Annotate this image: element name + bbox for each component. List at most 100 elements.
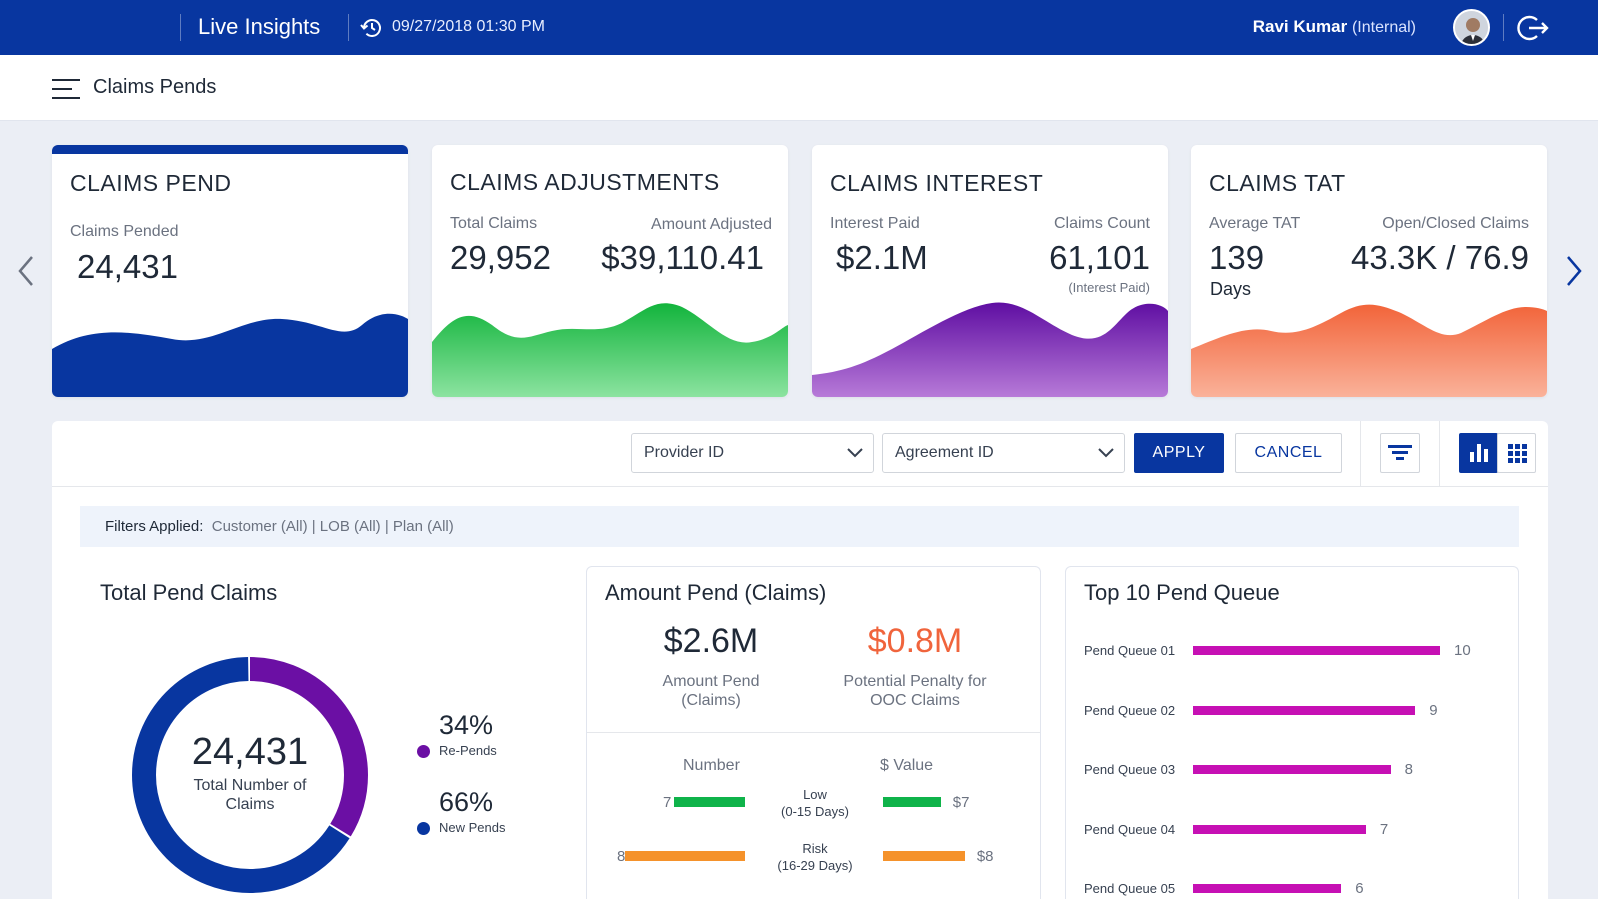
filter-icon <box>1388 445 1412 460</box>
filters-label: Filters Applied: <box>105 518 204 535</box>
queue-value: 7 <box>1379 820 1389 838</box>
queue-label: Pend Queue 03 <box>1084 762 1176 777</box>
kpi-wave <box>1191 304 1547 397</box>
chevron-left-icon[interactable] <box>14 253 38 289</box>
history-icon[interactable] <box>360 16 384 40</box>
provider-id-select[interactable]: Provider ID <box>631 433 874 473</box>
kpi-title: CLAIMS INTEREST <box>830 170 1044 196</box>
kpi-wave <box>52 313 408 397</box>
row-category-name: Low <box>803 787 827 802</box>
last-updated-datetime: 09/27/2018 01:30 PM <box>392 18 546 35</box>
kpi-label: Claims Pended <box>70 223 179 240</box>
row-number: 8 <box>617 848 626 865</box>
number-bar <box>673 797 745 807</box>
penalty-value: $0.8M <box>867 622 963 660</box>
value-bar <box>883 797 941 807</box>
top-pend-queue-card <box>1065 566 1519 899</box>
provider-id-placeholder: Provider ID <box>644 444 725 461</box>
amount-pend-value: $2.6M <box>663 622 759 660</box>
row-category-range: (16-29 Days) <box>777 858 853 873</box>
row-number: 7 <box>663 794 672 811</box>
section-title: Amount Pend (Claims) <box>605 580 827 605</box>
kpi-card-claims-pend[interactable]: CLAIMS PEND Claims Pended 24,431 <box>52 145 408 397</box>
queue-bar <box>1193 705 1416 715</box>
kpi-value: 43.3K / 76.9 <box>1351 239 1529 276</box>
queue-value: 6 <box>1355 880 1364 897</box>
kpi-title: CLAIMS TAT <box>1209 170 1346 196</box>
number-bar <box>625 851 745 861</box>
row-category-name: Risk <box>802 841 828 856</box>
chevron-down-icon <box>1098 448 1114 458</box>
queue-label: Pend Queue 02 <box>1084 702 1176 718</box>
user-name: Ravi Kumar (Internal) <box>1253 17 1416 37</box>
legend-dot <box>417 745 430 758</box>
divider <box>348 14 349 41</box>
bar-chart-icon <box>1470 444 1488 462</box>
kpi-card-claims-interest[interactable]: CLAIMS INTEREST Interest Paid $2.1M Clai… <box>812 145 1168 397</box>
value-bar <box>883 851 965 861</box>
app-title: Live Insights <box>198 14 321 39</box>
queue-bar <box>1193 765 1391 774</box>
chevron-down-icon <box>847 448 863 458</box>
kpi-label: Average TAT <box>1209 215 1301 232</box>
kpi-title: CLAIMS PEND <box>70 170 232 196</box>
filters-value: Customer (All) | LOB (All) | Plan (All) <box>211 518 454 535</box>
kpi-value: 29,952 <box>450 239 551 276</box>
kpi-wave <box>812 302 1168 397</box>
filters-applied-bar: Filters Applied: Customer (All) | LOB (A… <box>80 506 1519 547</box>
grid-view-toggle[interactable] <box>1497 433 1536 473</box>
kpi-unit: Days <box>1210 279 1252 299</box>
chevron-right-icon[interactable] <box>1562 253 1586 289</box>
grid-icon <box>1508 444 1527 463</box>
avatar[interactable] <box>1453 9 1490 46</box>
divider <box>52 486 1548 487</box>
kpi-label: Interest Paid <box>830 215 920 232</box>
penalty-label: Potential Penalty for OOC Claims <box>843 673 987 709</box>
kpi-value: $2.1M <box>836 239 928 276</box>
row-value: $8 <box>976 848 994 865</box>
apply-button[interactable]: APPLY <box>1134 433 1224 473</box>
hamburger-menu-icon[interactable] <box>52 79 80 101</box>
kpi-label: Amount Adjusted <box>651 216 772 233</box>
donut-center-value: 24,431 <box>191 731 309 773</box>
kpi-label: Total Claims <box>450 215 538 232</box>
queue-label: Pend Queue 04 <box>1084 821 1176 837</box>
divider <box>587 732 1040 733</box>
amount-pend-label: Amount Pend (Claims) <box>662 673 760 709</box>
kpi-card-claims-adjustments[interactable]: CLAIMS ADJUSTMENTS Total Claims 29,952 A… <box>432 145 788 397</box>
divider <box>1439 421 1440 486</box>
legend-label: Re-Pends <box>439 743 497 758</box>
kpi-wave <box>432 303 788 397</box>
kpi-value: 61,101 <box>1049 239 1150 276</box>
section-title: Total Pend Claims <box>100 580 278 605</box>
divider <box>180 14 181 41</box>
kpi-label: Open/Closed Claims <box>1382 215 1529 232</box>
row-category-range: (0-15 Days) <box>781 804 849 819</box>
cancel-button[interactable]: CANCEL <box>1235 433 1342 473</box>
avatar-icon <box>1455 11 1488 44</box>
row-value: $7 <box>952 794 970 811</box>
divider <box>1360 421 1361 486</box>
row-category: Risk (16-29 Days) <box>760 840 870 874</box>
donut-slice-new-pends <box>132 657 368 893</box>
legend-percent-re-pends: 34% <box>439 710 494 740</box>
logout-icon[interactable] <box>1515 12 1549 44</box>
queue-label: Pend Queue 01 <box>1084 643 1176 658</box>
value-header: $ Value <box>880 757 934 774</box>
top-bar: Live Insights 09/27/2018 01:30 PM Ravi K… <box>0 0 1598 55</box>
row-category: Low (0-15 Days) <box>760 786 870 820</box>
queue-label: Pend Queue 05 <box>1084 881 1176 896</box>
kpi-card-claims-tat[interactable]: CLAIMS TAT Average TAT 139 Days Open/Clo… <box>1191 145 1547 397</box>
queue-value: 10 <box>1454 642 1471 659</box>
total-pend-donut-chart <box>132 657 368 893</box>
legend-percent-new-pends: 66% <box>439 787 494 817</box>
legend-label: New Pends <box>439 820 506 835</box>
kpi-note: (Interest Paid) <box>1068 280 1150 295</box>
chart-view-toggle[interactable] <box>1459 433 1498 473</box>
queue-value: 9 <box>1429 701 1438 719</box>
donut-slice-re-pends <box>132 657 368 893</box>
agreement-id-select[interactable]: Agreement ID <box>882 433 1125 473</box>
filter-button[interactable] <box>1380 433 1420 473</box>
queue-bar <box>1193 884 1342 893</box>
agreement-id-placeholder: Agreement ID <box>895 444 994 461</box>
